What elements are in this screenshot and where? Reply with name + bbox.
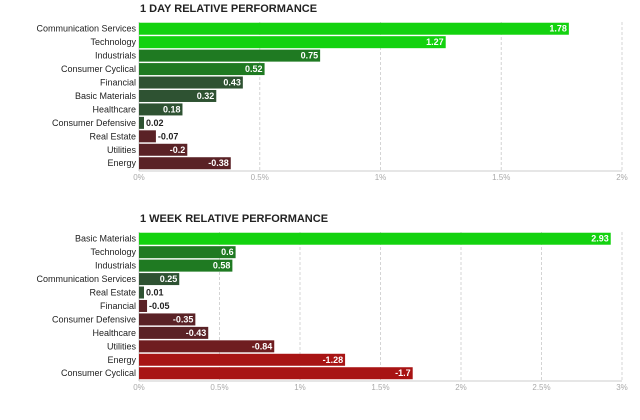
category-label: Communication Services xyxy=(36,274,136,284)
x-tick-label: 0.5% xyxy=(210,383,228,392)
bar xyxy=(139,116,144,129)
bar xyxy=(139,246,236,259)
x-tick-label: 1.5% xyxy=(371,383,389,392)
bar xyxy=(139,130,156,143)
bar xyxy=(139,340,275,353)
bar xyxy=(139,353,346,366)
value-label: 1.78 xyxy=(549,24,567,34)
bar xyxy=(139,259,233,272)
bar xyxy=(139,76,243,89)
value-label: 0.18 xyxy=(163,104,181,114)
category-label: Real Estate xyxy=(89,131,136,141)
one-day-chart: 0% 0.5% 1% 1.5% 2% Communication Services 1.78… xyxy=(36,22,628,182)
x-tick-label: 2% xyxy=(455,383,467,392)
value-label: 0.02 xyxy=(146,118,164,128)
category-label: Industrials xyxy=(95,261,137,271)
category-label: Energy xyxy=(107,355,136,365)
value-label: -0.05 xyxy=(149,301,170,311)
one-week-chart: 0% 0.5% 1% 1.5% 2% 2.5% 3% Basic Materials 2.93 T… xyxy=(36,232,628,392)
category-label: Consumer Cyclical xyxy=(61,64,136,74)
chart-title: 1 WEEK RELATIVE PERFORMANCE xyxy=(140,213,329,225)
category-label: Utilities xyxy=(107,145,137,155)
x-tick-label: 1% xyxy=(375,173,387,182)
x-tick-label: 0.5% xyxy=(251,173,269,182)
value-label: 0.58 xyxy=(213,261,231,271)
category-label: Consumer Defensive xyxy=(52,314,136,324)
value-label: 0.32 xyxy=(197,91,215,101)
value-label: 0.75 xyxy=(301,51,319,61)
category-label: Communication Services xyxy=(36,24,136,34)
value-label: -0.2 xyxy=(170,145,186,155)
x-tick-label: 2% xyxy=(616,173,628,182)
bar xyxy=(139,273,180,286)
category-label: Basic Materials xyxy=(75,234,137,244)
value-label: -0.38 xyxy=(208,158,229,168)
x-tick-label: 1% xyxy=(294,383,306,392)
value-label: 1.27 xyxy=(426,37,444,47)
value-label: 0.25 xyxy=(160,274,178,284)
bar xyxy=(139,157,231,170)
category-label: Financial xyxy=(100,301,136,311)
bar xyxy=(139,103,183,116)
bar xyxy=(139,22,569,35)
value-label: 0.43 xyxy=(223,78,241,88)
bar xyxy=(139,49,321,62)
bar xyxy=(139,143,188,156)
category-label: Consumer Cyclical xyxy=(61,368,136,378)
category-label: Financial xyxy=(100,78,136,88)
bar xyxy=(139,299,148,312)
value-label: -0.07 xyxy=(158,131,179,141)
bar xyxy=(139,367,413,380)
x-tick-label: 3% xyxy=(616,383,628,392)
category-label: Real Estate xyxy=(89,288,136,298)
value-label: -0.43 xyxy=(186,328,207,338)
x-tick-label: 0% xyxy=(133,383,145,392)
category-label: Healthcare xyxy=(92,328,136,338)
value-label: -1.7 xyxy=(395,368,411,378)
value-label: 0.6 xyxy=(221,247,234,257)
x-tick-label: 1.5% xyxy=(492,173,510,182)
category-label: Technology xyxy=(90,247,136,257)
value-label: 2.93 xyxy=(591,234,609,244)
value-label: 0.52 xyxy=(245,64,263,74)
x-tick-label: 0% xyxy=(133,173,145,182)
category-label: Healthcare xyxy=(92,104,136,114)
value-label: -0.35 xyxy=(173,314,194,324)
bar xyxy=(139,313,196,326)
bar xyxy=(139,232,611,245)
x-tick-label: 2.5% xyxy=(532,383,550,392)
bar xyxy=(139,286,144,299)
value-label: -1.28 xyxy=(323,355,344,365)
chart-title: 1 DAY RELATIVE PERFORMANCE xyxy=(140,3,318,15)
value-label: -0.84 xyxy=(252,341,273,351)
bar xyxy=(139,63,265,76)
category-label: Consumer Defensive xyxy=(52,118,136,128)
value-label: 0.01 xyxy=(146,288,164,298)
category-label: Industrials xyxy=(95,51,137,61)
bar xyxy=(139,36,446,49)
bar xyxy=(139,89,217,102)
category-label: Basic Materials xyxy=(75,91,137,101)
category-label: Utilities xyxy=(107,341,137,351)
bar xyxy=(139,326,209,339)
category-label: Technology xyxy=(90,37,136,47)
category-label: Energy xyxy=(107,158,136,168)
